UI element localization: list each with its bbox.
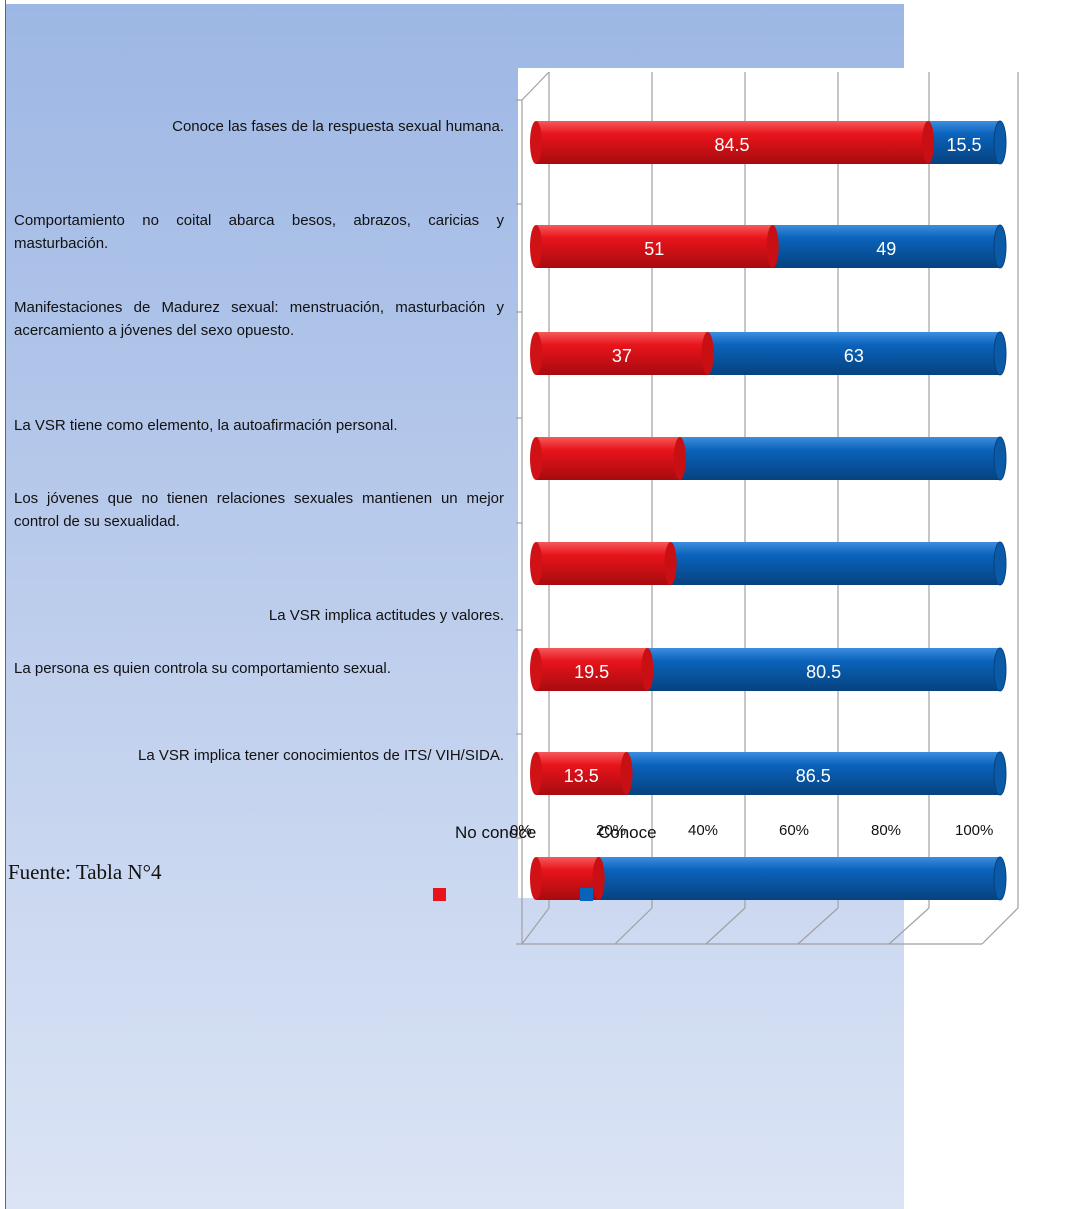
- data-label-no-conoce-2: 37: [612, 346, 632, 366]
- bar-conoce-5: [647, 648, 1000, 691]
- bar-no-conoce-0: [536, 121, 929, 164]
- legend-swatch-conoce: [580, 888, 593, 901]
- category-label-5: La VSR implica actitudes y valores.: [268, 607, 504, 624]
- category-label-4: Los jóvenes que no tienen relaciones sex…: [14, 490, 504, 530]
- bar-joint-4: [664, 542, 677, 585]
- category-label-3: La VSR tiene como elemento, la autoafirm…: [14, 417, 398, 434]
- floor-line-1: [614, 907, 653, 945]
- category-label-1: Comportamiento no coital abarca besos, a…: [14, 212, 504, 252]
- source-note: Fuente: Tabla N°4: [8, 860, 162, 884]
- floor-line-4: [888, 907, 930, 945]
- data-label-no-conoce-5: 19.5: [574, 662, 609, 682]
- bar-conoce-0: [928, 121, 1000, 164]
- floor-line-0: [521, 907, 550, 945]
- legend-swatch-no-conoce: [433, 888, 446, 901]
- data-label-conoce-2: 63: [844, 346, 864, 366]
- x-tick-label-3: 60%: [779, 822, 810, 839]
- bar-start-cap-3: [530, 437, 542, 480]
- bar-start-cap-2: [530, 332, 542, 375]
- bar-start-cap-0: [530, 121, 542, 164]
- bar-no-conoce-1: [536, 225, 773, 268]
- data-label-conoce-5: 80.5: [806, 662, 841, 682]
- x-tick-label-1: 20%: [596, 822, 627, 839]
- category-label-2: Manifestaciones de Madurez sexual: menst…: [14, 299, 504, 339]
- x-tick-label-4: 80%: [871, 822, 902, 839]
- bar-no-conoce-5: [536, 648, 648, 691]
- legend-label-conoce: Conoce: [598, 823, 657, 842]
- data-label-conoce-0: 15.5: [947, 135, 982, 155]
- bar-conoce-6: [626, 752, 1000, 795]
- bar-conoce-7: [598, 857, 1000, 900]
- bar-end-cap-2: [993, 331, 1007, 376]
- bar-joint-0: [922, 121, 935, 164]
- floor-line-2: [705, 907, 746, 945]
- category-label-0: Conoce las fases de la respuesta sexual …: [172, 118, 504, 135]
- bar-no-conoce-3: [536, 437, 680, 480]
- bar-conoce-4: [670, 542, 1000, 585]
- data-label-no-conoce-1: 51: [644, 239, 664, 259]
- y-axis-top-depth: [521, 71, 550, 101]
- bar-joint-2: [701, 332, 714, 375]
- bar-end-cap-3: [993, 436, 1007, 481]
- bar-end-cap-4: [993, 541, 1007, 586]
- bar-end-cap-6: [993, 751, 1007, 796]
- data-label-conoce-6: 86.5: [796, 766, 831, 786]
- bar-start-cap-4: [530, 542, 542, 585]
- bar-joint-1: [766, 225, 779, 268]
- bar-conoce-1: [772, 225, 1000, 268]
- data-label-no-conoce-0: 84.5: [715, 135, 750, 155]
- left-border: [5, 0, 6, 1209]
- bar-no-conoce-2: [536, 332, 708, 375]
- floor-line-3: [797, 907, 839, 945]
- bar-start-cap-7: [530, 857, 542, 900]
- data-label-no-conoce-6: 13.5: [564, 766, 599, 786]
- x-tick-label-2: 40%: [688, 822, 719, 839]
- bar-start-cap-6: [530, 752, 542, 795]
- bar-joint-7: [592, 857, 605, 900]
- bar-conoce-2: [707, 332, 1000, 375]
- bar-end-cap-5: [993, 647, 1007, 692]
- x-tick-label-5: 100%: [955, 822, 994, 839]
- category-label-6: La persona es quien controla su comporta…: [14, 660, 391, 677]
- bar-end-cap-7: [993, 856, 1007, 901]
- bar-no-conoce-6: [536, 752, 627, 795]
- category-label-7: La VSR implica tener conocimientos de IT…: [138, 747, 504, 764]
- bar-end-cap-1: [993, 224, 1007, 269]
- bar-start-cap-5: [530, 648, 542, 691]
- bar-joint-6: [620, 752, 633, 795]
- bar-joint-5: [641, 648, 654, 691]
- bar-group: [530, 120, 1007, 901]
- plot-frame: [516, 71, 1019, 945]
- bar-no-conoce-4: [536, 542, 671, 585]
- bar-joint-3: [673, 437, 686, 480]
- legend-label-no-conoce: No conoce: [455, 823, 537, 842]
- bar-end-cap-0: [993, 120, 1007, 165]
- floor-line-5: [981, 907, 1019, 945]
- data-label-conoce-1: 49: [876, 239, 896, 259]
- data-label-group: 84.5 15.5 51 49 37 63 19.5 80.5 13.5 86.5: [564, 135, 982, 786]
- bar-start-cap-1: [530, 225, 542, 268]
- x-tick-label-0: 0%: [510, 822, 532, 839]
- bar-conoce-3: [679, 437, 1000, 480]
